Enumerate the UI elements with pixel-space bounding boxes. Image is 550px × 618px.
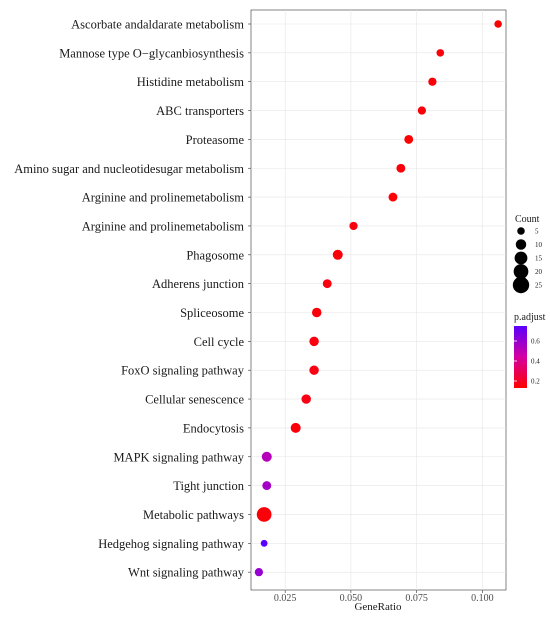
data-point [396, 163, 406, 173]
category-label: Cellular senescence [145, 393, 244, 407]
x-axis-ticks: 0.025 0.050 0.075 0.100 [274, 590, 494, 604]
category-label: Adherens junction [152, 277, 245, 291]
data-point [301, 394, 311, 404]
data-point [388, 192, 398, 202]
data-point [260, 539, 268, 547]
category-label: Wnt signaling pathway [128, 566, 245, 580]
count-legend-label: 10 [535, 241, 543, 249]
category-label: ABC transporters [156, 104, 244, 118]
data-point [417, 106, 426, 115]
count-legend-label: 5 [535, 228, 539, 236]
category-label: MAPK signaling pathway [113, 450, 244, 464]
count-legend-label: 20 [535, 268, 543, 276]
y-axis-labels: Ascorbate andaldarate metabolism Mannose … [14, 18, 251, 580]
grid-lines [251, 10, 506, 590]
colorbar-tick-label: 0.2 [531, 378, 540, 386]
data-point [309, 336, 319, 347]
count-legend-dot [512, 276, 530, 294]
category-label: Proteasome [186, 133, 245, 147]
x-axis-title: GeneRatio [354, 601, 402, 613]
category-label: Metabolic pathways [143, 508, 244, 522]
p-adjust-legend: p.adjust 0.2 0.4 0.6 [514, 312, 546, 388]
count-legend: Count 5 10 15 20 25 [512, 214, 543, 294]
category-label: Hedgehog signaling pathway [98, 537, 245, 551]
data-point [262, 481, 272, 491]
category-label: Arginine and prolinemetabolism [82, 219, 245, 233]
data-point [404, 134, 414, 144]
data-point [494, 20, 502, 28]
colorbar-tick-label: 0.4 [531, 358, 540, 366]
data-point [428, 77, 437, 86]
count-legend-dot [515, 239, 527, 250]
data-point [309, 365, 319, 375]
category-label: FoxO signaling pathway [121, 364, 245, 378]
x-tick-label: 0.075 [405, 593, 428, 604]
category-label: Arginine and prolinemetabolism [82, 191, 245, 205]
count-legend-label: 25 [535, 282, 543, 290]
data-point [254, 568, 264, 577]
data-point [261, 451, 272, 462]
category-label: Histidine metabolism [137, 75, 245, 89]
data-point [256, 507, 272, 522]
x-tick-label: 0.100 [471, 593, 494, 604]
p-adjust-colorbar [514, 326, 527, 388]
count-legend-dot [517, 227, 525, 235]
data-point [322, 279, 332, 289]
category-label: Spliceosome [180, 306, 244, 320]
count-legend-title: Count [515, 214, 540, 225]
data-point [290, 422, 301, 433]
category-label: Amino sugar and nucleotidesugar metaboli… [14, 162, 244, 176]
count-legend-dot [514, 251, 528, 265]
data-point [311, 307, 322, 318]
x-tick-label: 0.050 [340, 593, 363, 604]
category-label: Cell cycle [194, 335, 245, 349]
data-point [332, 249, 343, 260]
x-tick-label: 0.025 [274, 593, 297, 604]
colorbar-tick-label: 0.6 [531, 338, 540, 346]
count-legend-dot [513, 264, 529, 279]
category-label: Ascorbate andaldarate metabolism [71, 18, 244, 32]
category-label: Phagosome [186, 248, 244, 262]
category-label: Mannose type O−glycanbiosynthesis [59, 46, 244, 60]
count-legend-label: 15 [535, 255, 543, 263]
data-point [436, 49, 445, 57]
plot-panel [250, 9, 507, 591]
category-label: Endocytosis [183, 421, 244, 435]
category-label: Tight junction [173, 479, 244, 493]
data-points [254, 20, 502, 577]
data-point [349, 221, 358, 231]
p-adjust-legend-title: p.adjust [514, 312, 546, 323]
